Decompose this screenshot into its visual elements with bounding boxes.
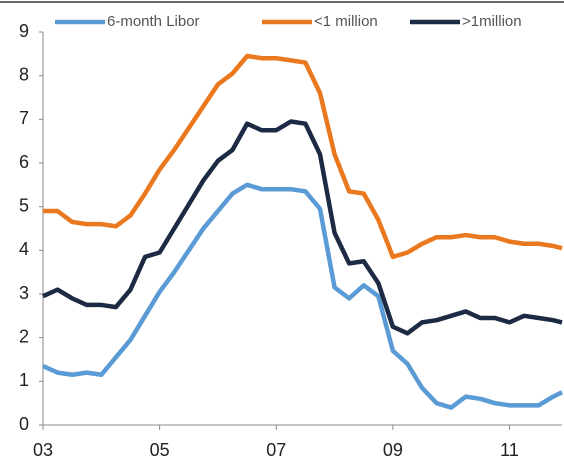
y-tick-label: 5: [19, 195, 29, 215]
y-tick-label: 9: [19, 21, 29, 41]
series-line: [42, 119, 563, 336]
series-line: [43, 53, 563, 260]
y-tick-label: 4: [19, 239, 29, 259]
x-tick-label: 11: [500, 440, 519, 460]
y-tick-label: 1: [19, 370, 29, 390]
x-tick-label: 05: [150, 440, 170, 460]
x-tick-label: 07: [266, 440, 286, 460]
y-tick-label: 8: [19, 64, 29, 84]
legend-label: >1million: [462, 13, 522, 30]
y-tick-label: 2: [19, 326, 29, 346]
legend-label: 6-month Libor: [107, 13, 200, 30]
y-tick-label: 0: [19, 414, 29, 434]
y-tick-label: 7: [19, 108, 29, 128]
legend-label: <1 million: [314, 13, 378, 30]
x-tick-label: 09: [383, 440, 403, 460]
series-line: [42, 182, 564, 410]
x-tick-label: 03: [33, 440, 53, 460]
y-tick-label: 6: [19, 152, 29, 172]
y-tick-label: 3: [19, 283, 29, 303]
